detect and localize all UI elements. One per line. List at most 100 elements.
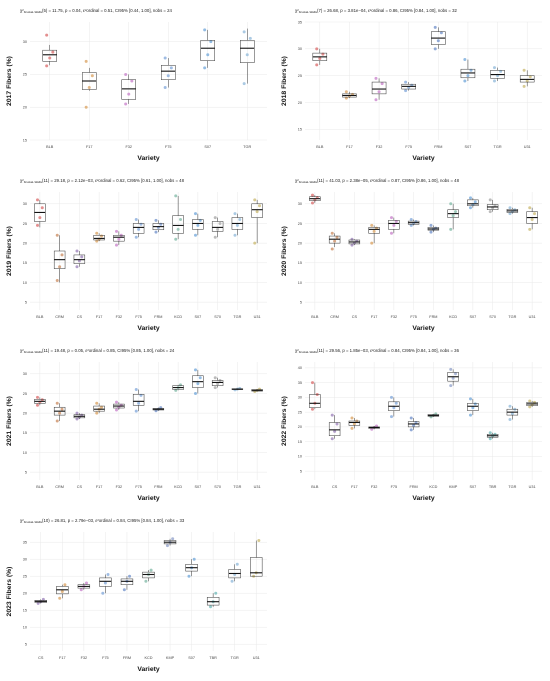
chart-subtitle: χ²Kruskal−Wallis(11) = 41.03, p = 2.38e−… [295,178,460,184]
data-point [321,52,325,56]
data-point [214,591,218,595]
data-point [80,255,84,259]
y-tick-label: 25 [23,575,27,579]
data-point [528,75,532,79]
data-point [154,218,158,222]
data-point [114,408,118,412]
data-point [55,279,59,282]
data-point [533,212,537,216]
data-point [468,196,472,200]
y-tick-label: 30 [23,40,27,44]
data-point [58,411,62,415]
data-point [206,53,210,57]
x-tick-label: FRM [429,315,437,319]
data-point [233,212,237,216]
data-point [127,92,131,96]
chart-panel-1: χ²Kruskal−Wallis(7) = 26.68, p = 3.81e−0… [281,8,542,162]
y-tick-label: 15 [23,261,27,265]
x-tick-label: F17 [346,145,353,149]
x-tick-label: CS [332,485,338,489]
x-tick-label: F75 [102,656,109,660]
x-tick-label: F32 [116,485,123,489]
x-tick-label: KCD [174,315,182,319]
data-point [468,206,472,210]
data-point [389,216,393,220]
box-F17 [93,405,105,412]
data-point [101,591,105,595]
x-tick-label: FRM [154,315,162,319]
data-point [79,588,83,592]
data-point [163,86,167,90]
data-point [51,50,55,54]
x-tick-label: F17 [96,315,103,319]
data-point [84,59,88,63]
x-tick-label: F32 [371,485,378,489]
data-point [248,36,252,40]
data-point [45,33,49,37]
y-tick-label: 35 [298,381,302,385]
x-tick-label: CRM [55,485,64,489]
x-tick-label: CS [77,485,83,489]
data-point [235,562,239,566]
data-point [134,235,138,239]
data-point [330,231,334,235]
data-point [528,206,532,210]
x-tick-label: KMP [449,485,458,489]
chart-panel-2: χ²Kruskal−Wallis(11) = 29.18, p = 2.12e−… [6,178,267,332]
data-point [35,198,39,202]
data-point [124,72,128,76]
x-tick-label: F75 [391,485,398,489]
chart-subtitle: χ²Kruskal−Wallis(10) = 26.81, p = 2.79e−… [20,518,185,524]
data-point [95,239,99,243]
x-tick-label: BLB [316,145,324,149]
x-tick-label: F75 [135,315,142,319]
box-CS [328,422,341,437]
data-point [454,210,458,214]
y-tick-label: 10 [23,451,27,455]
box-BLB [42,49,57,62]
data-point [374,98,378,102]
data-point [372,229,376,233]
x-tick-label: TGR [494,145,502,149]
x-tick-label: KCD [144,656,152,660]
data-point [60,253,64,257]
x-tick-label: BLB [36,485,44,489]
data-point [463,79,467,83]
y-tick-label: 30 [298,47,302,51]
box-S07 [467,403,479,411]
data-point [171,537,175,541]
y-axis-title: 2022 Fibers (%) [281,396,288,446]
x-axis-title: Variety [137,495,160,502]
x-tick-label: F32 [116,315,123,319]
data-point [394,220,398,223]
x-tick-label: U31 [529,315,536,319]
y-tick-label: 5 [25,643,27,647]
data-point [213,216,217,220]
data-point [90,74,94,78]
data-point [35,403,39,407]
x-tick-label: TGR [233,315,241,319]
data-point [242,30,246,34]
y-tick-label: 15 [23,138,27,142]
data-point [253,198,257,202]
y-tick-label: 10 [23,626,27,630]
y-tick-label: 20 [298,101,302,105]
y-tick-label: 5 [300,300,302,304]
x-tick-label: KMP [166,656,175,660]
x-tick-label: U31 [254,315,261,319]
data-point [530,218,534,222]
data-point [139,222,143,226]
data-point [35,223,39,227]
chart-subtitle: χ²Kruskal−Wallis(11) = 19.48, p = 0.05, … [20,348,175,354]
data-point [333,239,337,243]
x-tick-label: BLB [311,315,319,319]
x-tick-label: U31 [524,145,531,149]
data-point [55,233,59,237]
data-point [350,426,354,430]
data-point [36,601,40,605]
data-point [149,568,153,572]
data-point [528,405,532,409]
data-point [310,407,314,411]
x-tick-label: F75 [165,145,172,149]
